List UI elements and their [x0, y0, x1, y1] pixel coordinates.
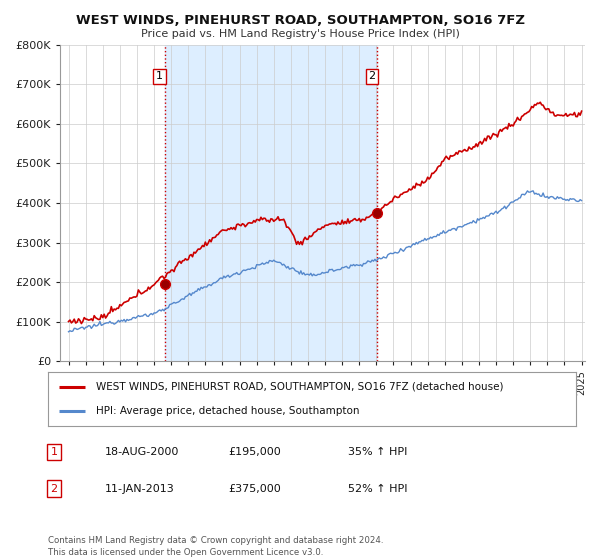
Text: WEST WINDS, PINEHURST ROAD, SOUTHAMPTON, SO16 7FZ: WEST WINDS, PINEHURST ROAD, SOUTHAMPTON,… [76, 14, 524, 27]
Text: 18-AUG-2000: 18-AUG-2000 [105, 447, 179, 457]
Text: WEST WINDS, PINEHURST ROAD, SOUTHAMPTON, SO16 7FZ (detached house): WEST WINDS, PINEHURST ROAD, SOUTHAMPTON,… [95, 382, 503, 392]
Text: 2: 2 [368, 72, 376, 81]
Text: 52% ↑ HPI: 52% ↑ HPI [348, 484, 407, 493]
Text: 11-JAN-2013: 11-JAN-2013 [105, 484, 175, 493]
Text: 1: 1 [50, 447, 58, 457]
Text: 1: 1 [156, 72, 163, 81]
Text: 2: 2 [50, 484, 58, 493]
Text: Contains HM Land Registry data © Crown copyright and database right 2024.
This d: Contains HM Land Registry data © Crown c… [48, 536, 383, 557]
Text: Price paid vs. HM Land Registry's House Price Index (HPI): Price paid vs. HM Land Registry's House … [140, 29, 460, 39]
Text: HPI: Average price, detached house, Southampton: HPI: Average price, detached house, Sout… [95, 406, 359, 416]
Text: £375,000: £375,000 [228, 484, 281, 493]
Text: 35% ↑ HPI: 35% ↑ HPI [348, 447, 407, 457]
Text: £195,000: £195,000 [228, 447, 281, 457]
Bar [165, 45, 377, 361]
